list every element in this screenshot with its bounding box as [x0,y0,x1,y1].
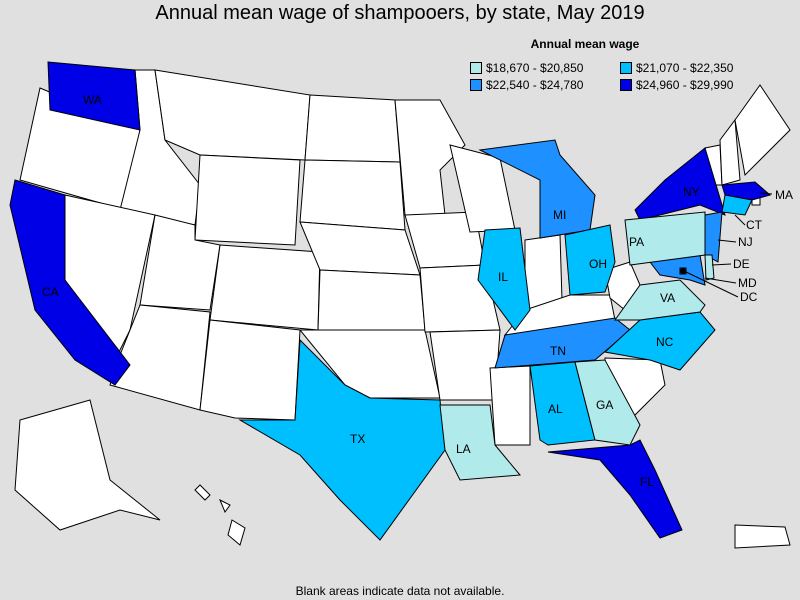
legend-swatch-tier-4 [620,79,632,91]
legend-swatch-tier-3 [470,79,482,91]
label-GA: GA [596,398,613,412]
leader-NJ [717,239,737,243]
label-MI: MI [553,208,566,222]
label-VA: VA [660,291,675,305]
state-IN [524,234,563,311]
label-AL: AL [548,402,563,416]
state-SD [299,159,406,231]
state-FL [547,439,683,539]
state-labels: WA CA NY MA FL MI IL TN AL OH TX NC NJ C… [42,93,793,489]
leader-CT [734,214,746,226]
state-PR [734,524,791,549]
state-KS [317,269,426,331]
label-DC: DC [740,290,758,304]
label-OH: OH [589,257,607,271]
state-OH [564,224,616,296]
state-HI [194,484,246,546]
label-NC: NC [656,335,674,349]
state-OK [298,329,441,399]
state-ND [304,94,401,163]
state-ME [734,84,791,177]
legend-item-tier-2: $21,070 - $22,350 [620,61,770,75]
state-CA [9,179,131,386]
state-VA [614,279,706,321]
map-title: Annual mean wage of shampooers, by state… [155,2,645,24]
legend-label-tier-3: $22,540 - $24,780 [486,78,584,92]
state-WA [47,61,141,131]
label-FL: FL [640,475,654,489]
legend-title: Annual mean wage [530,37,640,51]
legend: Annual mean wage $18,670 - $20,850 $21,0… [470,37,733,92]
legend-item-tier-3: $22,540 - $24,780 [470,78,620,92]
label-NY: NY [683,185,700,199]
state-TX [238,338,446,541]
state-KY [503,294,616,336]
state-GA [574,359,641,446]
state-AR [429,329,501,401]
label-TN: TN [550,344,566,358]
blank-states [14,69,791,549]
label-IL: IL [498,270,508,284]
state-DE [704,254,715,281]
leader-MA [759,192,773,195]
state-MA [721,181,772,201]
data-states [9,61,772,541]
state-AZ [109,304,211,411]
state-AK [14,399,161,531]
legend-label-tier-2: $21,070 - $22,350 [636,61,734,75]
state-IL [477,227,531,331]
legend-swatch-tier-1 [470,62,482,74]
leader-DE [711,263,732,266]
state-CT [721,194,753,216]
footnote: Blank areas indicate data not available. [295,584,505,598]
legend-grid: $18,670 - $20,850 $21,070 - $22,350 $22,… [470,61,733,92]
label-MA: MA [775,188,793,202]
label-CA: CA [42,285,59,299]
legend-item-tier-4: $24,960 - $29,990 [620,78,770,92]
state-NH [719,118,741,186]
state-LA [439,404,521,481]
legend-label-tier-1: $18,670 - $20,850 [486,61,584,75]
label-LA: LA [456,442,471,456]
state-AL [529,361,596,446]
leader-DC [683,270,739,298]
legend-label-tier-4: $24,960 - $29,990 [636,78,734,92]
label-CT: CT [746,218,763,232]
state-MS [489,365,531,446]
state-MI [478,139,596,239]
legend-item-tier-1: $18,670 - $20,850 [470,61,620,75]
state-WY [194,154,301,246]
leader-MD [704,277,737,284]
label-DE: DE [733,257,750,271]
label-MD: MD [738,276,757,290]
legend-swatch-tier-2 [620,62,632,74]
label-PA: PA [629,235,644,249]
state-NM [199,319,301,421]
state-MT [154,69,311,161]
state-CO [209,244,321,331]
label-WA: WA [83,93,102,107]
label-TX: TX [350,432,365,446]
label-NJ: NJ [738,235,753,249]
state-PA [624,211,706,266]
leader-lines [683,192,773,298]
dc-marker [680,268,686,274]
